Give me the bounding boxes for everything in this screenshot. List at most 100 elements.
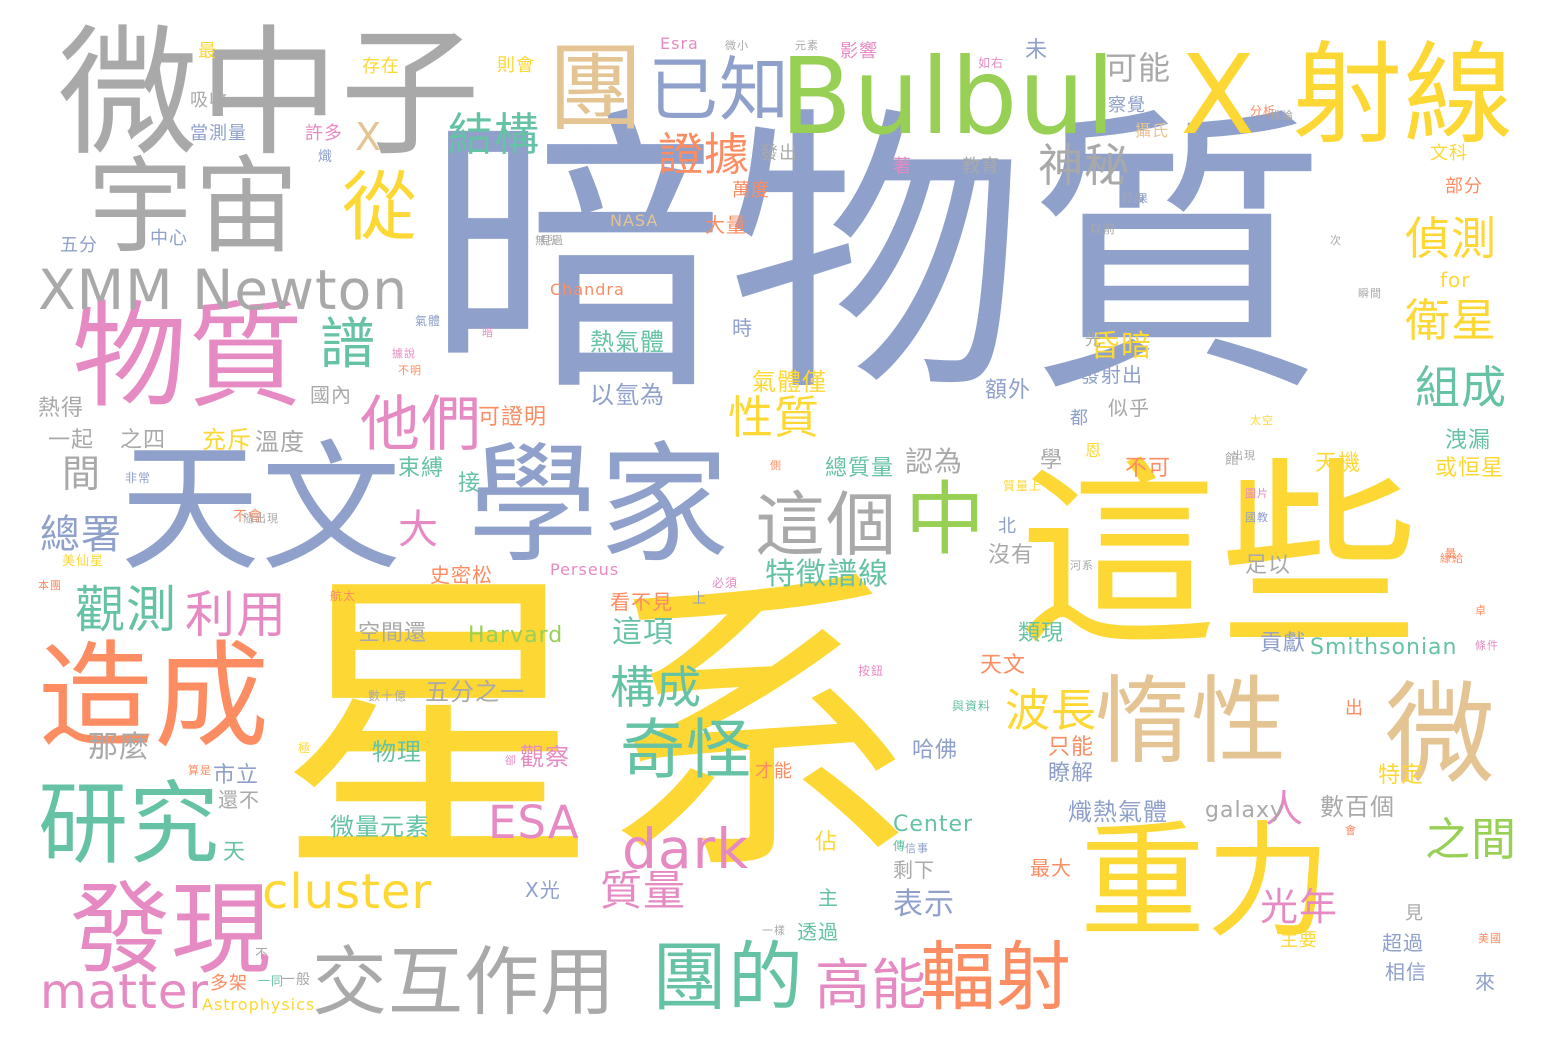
cloud-word: 出 bbox=[1345, 698, 1364, 719]
cloud-word: 多架 bbox=[210, 973, 248, 994]
cloud-word: 卓 bbox=[1475, 604, 1487, 617]
cloud-word: 微量元素 bbox=[330, 813, 430, 841]
cloud-word: 才能 bbox=[755, 761, 793, 782]
cloud-word: 主 bbox=[818, 886, 839, 910]
cloud-word: 熾熱氣體 bbox=[1068, 798, 1168, 826]
cloud-word: 剩下 bbox=[893, 858, 935, 882]
cloud-word: 會 bbox=[1345, 824, 1357, 837]
cloud-word: 以氫為 bbox=[590, 381, 665, 409]
cloud-word: 天文 bbox=[980, 653, 1027, 678]
cloud-word: 天 bbox=[223, 840, 247, 865]
cloud-word: 來 bbox=[1475, 970, 1496, 994]
cloud-word: 人 bbox=[1265, 787, 1305, 831]
cloud-word: 隨出現 bbox=[243, 512, 279, 525]
cloud-word: 存在 bbox=[362, 56, 400, 77]
cloud-word: 大 bbox=[398, 507, 439, 553]
cloud-word: 證據 bbox=[658, 128, 751, 181]
cloud-word: 譜 bbox=[320, 312, 377, 376]
cloud-word: 間 bbox=[62, 452, 102, 496]
cloud-word: 則會 bbox=[497, 55, 535, 76]
cloud-word: for bbox=[1440, 268, 1471, 292]
cloud-word: Perseus bbox=[550, 560, 620, 579]
cloud-word: 與資料 bbox=[952, 699, 992, 713]
cloud-word: 中 bbox=[905, 473, 986, 566]
cloud-word: matter bbox=[40, 964, 210, 1020]
cloud-word: 圖片 bbox=[1245, 487, 1269, 500]
cloud-word: 發射出 bbox=[1080, 363, 1143, 387]
cloud-word: 卻 bbox=[505, 754, 517, 767]
cloud-word: 分析 bbox=[1250, 104, 1277, 118]
cloud-word: 暗 bbox=[482, 326, 494, 339]
cloud-word: 微小 bbox=[725, 39, 749, 52]
cloud-word: 教育 bbox=[962, 156, 1000, 177]
cloud-word: 氣體僅 bbox=[752, 368, 827, 396]
cloud-word: 熱氣體 bbox=[590, 328, 665, 356]
cloud-word: 奇怪 bbox=[620, 713, 753, 788]
cloud-word: 可能 bbox=[1105, 49, 1172, 87]
cloud-word: 他們 bbox=[360, 390, 482, 460]
cloud-word: 美仙星 bbox=[62, 554, 105, 569]
cloud-word: 質量 bbox=[600, 866, 687, 915]
cloud-word: 國內 bbox=[310, 383, 352, 407]
cloud-word: Astrophysics bbox=[202, 995, 316, 1014]
cloud-word: 恩 bbox=[1085, 441, 1103, 460]
cloud-word: 上 bbox=[692, 591, 707, 607]
cloud-word: 氣體 bbox=[415, 314, 442, 328]
cloud-word: 輻射 bbox=[920, 933, 1073, 1021]
cloud-word: ESA bbox=[488, 796, 580, 849]
cloud-word: 相信 bbox=[1385, 960, 1427, 984]
cloud-word: 溫度 bbox=[255, 428, 305, 456]
cloud-word: 發現 bbox=[70, 871, 272, 988]
cloud-word: 非常 bbox=[125, 471, 152, 485]
cloud-word: 察覺 bbox=[1108, 95, 1146, 116]
cloud-word: 看不見 bbox=[610, 590, 673, 614]
cloud-word: 表示 bbox=[893, 887, 955, 922]
cloud-word: 造成 bbox=[38, 630, 271, 764]
cloud-word: 學家 bbox=[468, 429, 731, 581]
cloud-word: 不 bbox=[255, 947, 270, 962]
cloud-word: 團 bbox=[548, 34, 645, 144]
cloud-word: 利用 bbox=[185, 586, 287, 644]
cloud-word: 時 bbox=[732, 316, 753, 340]
cloud-word: 都 bbox=[1070, 408, 1089, 429]
cloud-word: 之四 bbox=[120, 428, 167, 453]
cloud-word: 沒有 bbox=[988, 543, 1035, 568]
cloud-word: 元素 bbox=[795, 39, 819, 52]
cloud-word: 必須 bbox=[712, 576, 739, 590]
cloud-word: 條件 bbox=[1475, 639, 1499, 652]
cloud-word: 光年 bbox=[1260, 885, 1339, 929]
cloud-word: 最大 bbox=[1030, 856, 1072, 880]
cloud-word: 構成 bbox=[610, 661, 703, 714]
cloud-word: 微 bbox=[1385, 671, 1496, 799]
cloud-word: Smithsonian bbox=[1310, 635, 1458, 660]
cloud-word: 量 bbox=[1445, 547, 1457, 560]
cloud-word: 充斥 bbox=[202, 426, 252, 454]
cloud-word: 宇宙 bbox=[88, 146, 301, 268]
cloud-word: 不會 bbox=[233, 509, 263, 525]
cloud-word: 數十億 bbox=[368, 689, 408, 703]
cloud-word: 貢獻 bbox=[1260, 631, 1307, 656]
cloud-word: 足以 bbox=[1245, 553, 1292, 578]
cloud-word: 出現 bbox=[1232, 449, 1256, 462]
cloud-word: 一同 bbox=[258, 974, 285, 988]
cloud-word: 發出 bbox=[760, 143, 798, 164]
cloud-word: 質量上 bbox=[1003, 479, 1043, 493]
cloud-word: 最 bbox=[198, 41, 217, 62]
cloud-word: 河系 bbox=[1070, 559, 1094, 572]
cloud-word: 五分 bbox=[60, 235, 98, 256]
cloud-word: 算是 bbox=[188, 764, 212, 777]
cloud-word: 中心 bbox=[150, 228, 188, 249]
cloud-word: 主要 bbox=[1280, 930, 1318, 951]
cloud-word: 大量 bbox=[705, 213, 747, 237]
cloud-word: 傳 bbox=[893, 839, 907, 853]
cloud-word: 或恒星 bbox=[1435, 456, 1505, 481]
cloud-word: 不可 bbox=[1125, 456, 1172, 481]
cloud-word: 觀測 bbox=[75, 581, 177, 639]
cloud-word: dark bbox=[622, 817, 750, 881]
cloud-word: 天機 bbox=[1315, 451, 1362, 476]
cloud-word: 特定 bbox=[1378, 763, 1425, 788]
cloud-word: X光 bbox=[525, 878, 561, 902]
cloud-word: 據說 bbox=[392, 347, 416, 360]
cloud-word: 未 bbox=[1025, 38, 1049, 63]
